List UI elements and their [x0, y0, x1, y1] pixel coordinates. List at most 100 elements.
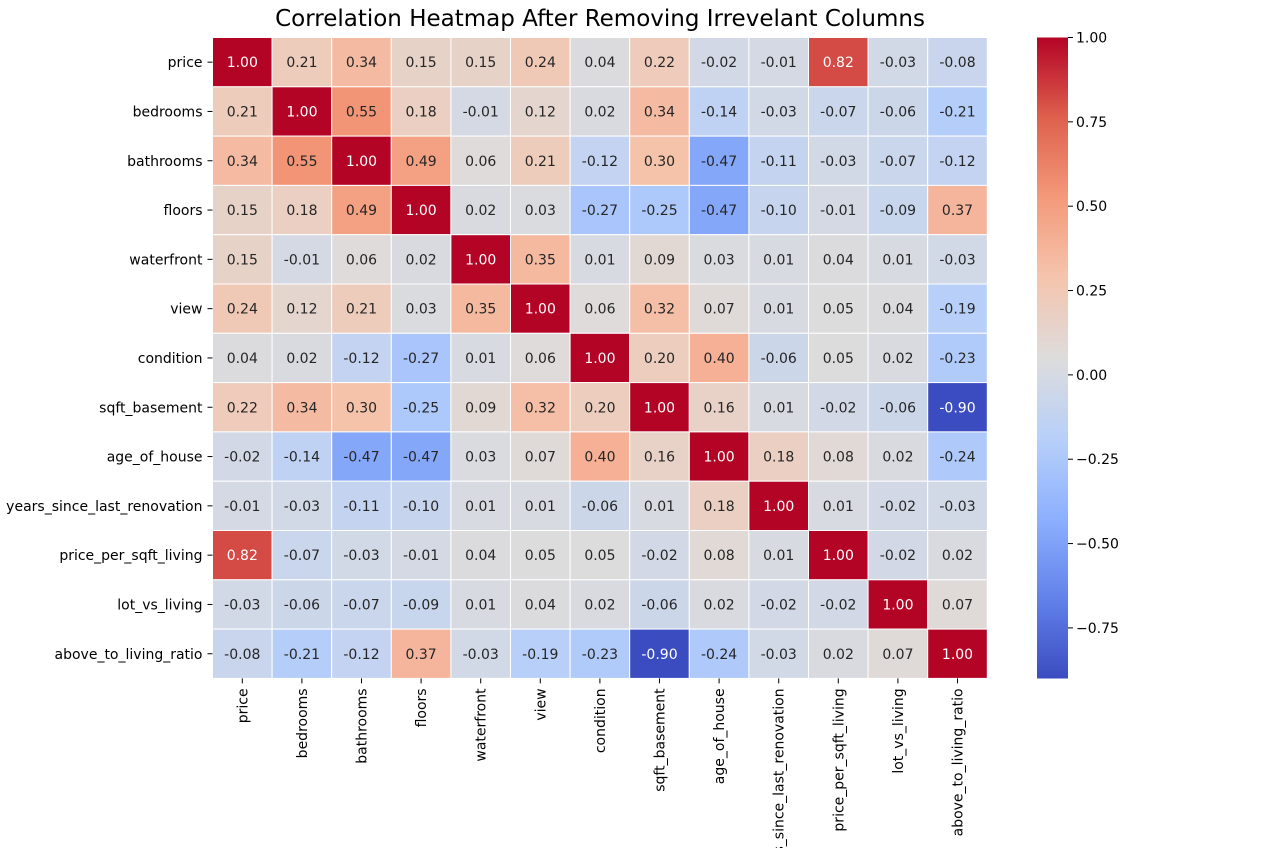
- cell-view-sqft-basement: [629, 283, 690, 334]
- cell-label: 1.00: [286, 104, 317, 120]
- cell-label: -0.12: [582, 154, 618, 170]
- cell-label: 0.01: [882, 252, 913, 268]
- cell-view-above-to-living-ratio: [927, 283, 988, 334]
- cell-label: -0.09: [403, 597, 439, 613]
- cell-label: -0.12: [343, 351, 379, 367]
- y-tick-label: age_of_house: [107, 450, 203, 466]
- cell-label: 0.30: [346, 400, 377, 416]
- cell-label: 0.18: [286, 203, 317, 219]
- y-tick-label: waterfront: [129, 252, 203, 268]
- cell-label: -0.02: [761, 597, 797, 613]
- cell-above-to-living-ratio-price-per-sqft-living: [808, 628, 869, 679]
- cell-label: 0.02: [882, 450, 913, 466]
- cell-label: 1.00: [584, 351, 615, 367]
- cell-label: 0.09: [465, 400, 496, 416]
- cell-lot-vs-living-condition: [569, 579, 631, 630]
- cell-label: -0.06: [880, 400, 916, 416]
- cell-label: -0.03: [284, 499, 320, 515]
- cell-bedrooms-floors: [390, 86, 452, 137]
- y-tick-label: years_since_last_renovation: [6, 499, 202, 515]
- cell-label: 0.18: [763, 450, 794, 466]
- cell-sqft-basement-condition: [569, 382, 631, 433]
- cell-price-above-to-living-ratio: [927, 37, 988, 88]
- y-tick-label: price_per_sqft_living: [59, 548, 202, 564]
- cell-age-of-house-floors: [390, 431, 452, 482]
- cell-label: -0.08: [224, 647, 260, 663]
- cell-sqft-basement-age-of-house: [688, 382, 750, 433]
- x-tick-label: waterfront: [474, 688, 490, 762]
- cell-label: -0.03: [939, 252, 975, 268]
- cell-label: 0.22: [227, 400, 258, 416]
- cell-label: 0.21: [286, 55, 317, 71]
- cell-label: 0.34: [346, 55, 377, 71]
- cell-floors-bedrooms: [271, 184, 333, 236]
- cell-label: 0.06: [525, 351, 556, 367]
- cell-view-condition: [569, 283, 631, 334]
- cell-label: 1.00: [644, 400, 675, 416]
- cell-label: 0.07: [882, 647, 913, 663]
- cell-label: -0.25: [403, 400, 439, 416]
- cell-label: 0.02: [465, 203, 496, 219]
- cell-age-of-house-sqft-basement: [629, 431, 690, 482]
- cell-label: -0.21: [939, 104, 975, 120]
- cell-label: -0.03: [343, 548, 379, 564]
- cell-years-since-last-renovation-above-to-living-ratio: [927, 480, 988, 532]
- cell-label: -0.01: [761, 55, 797, 71]
- cell-age-of-house-waterfront: [450, 431, 511, 482]
- cell-label: 1.00: [227, 55, 258, 71]
- cell-label: -0.11: [761, 154, 797, 170]
- cell-condition-bedrooms: [271, 332, 333, 384]
- cell-label: -0.23: [939, 351, 975, 367]
- y-tick-label: view: [170, 302, 202, 318]
- cell-floors-years-since-last-renovation: [748, 184, 810, 236]
- cell-label: -0.06: [880, 104, 916, 120]
- cell-label: 0.34: [644, 104, 675, 120]
- cell-age-of-house-years-since-last-renovation: [748, 431, 810, 482]
- cell-label: -0.19: [939, 302, 975, 318]
- x-tick-label: lot_vs_living: [891, 688, 907, 773]
- cell-bedrooms-view: [510, 86, 571, 137]
- cell-label: 0.55: [286, 154, 317, 170]
- cell-age-of-house-condition: [569, 431, 631, 482]
- cell-condition-age-of-house: [688, 332, 750, 384]
- cell-label: 0.07: [942, 597, 973, 613]
- cell-above-to-living-ratio-waterfront: [450, 628, 511, 679]
- cell-floors-condition: [569, 184, 631, 236]
- cell-label: -0.12: [939, 154, 975, 170]
- cell-label: 0.21: [227, 104, 258, 120]
- cell-label: -0.02: [880, 548, 916, 564]
- heatmap-cells: [212, 37, 988, 679]
- cell-annotations: 1.00 0.21 0.34 0.15 0.15 0.24 0.04 0.22 -0.02 -0.…: [224, 55, 976, 663]
- cell-label: 0.09: [644, 252, 675, 268]
- cell-label: 0.20: [644, 351, 675, 367]
- cell-label: 0.24: [227, 302, 258, 318]
- cell-label: 0.02: [286, 351, 317, 367]
- cell-label: 0.18: [406, 104, 437, 120]
- cell-label: 0.49: [346, 203, 377, 219]
- cell-label: 0.12: [286, 302, 317, 318]
- cell-label: 0.82: [227, 548, 258, 564]
- cell-years-since-last-renovation-years-since-last-renovation: [748, 480, 810, 532]
- cell-label: 0.02: [882, 351, 913, 367]
- cell-label: 1.00: [704, 450, 735, 466]
- cell-age-of-house-above-to-living-ratio: [927, 431, 988, 482]
- x-axis: price bedrooms bathrooms floors waterfront vi…: [235, 678, 967, 848]
- cell-sqft-basement-years-since-last-renovation: [748, 382, 810, 433]
- cell-label: -0.47: [403, 450, 439, 466]
- y-tick-label: condition: [138, 351, 203, 367]
- cell-condition-above-to-living-ratio: [927, 332, 988, 384]
- cell-waterfront-view: [510, 234, 571, 285]
- cell-lot-vs-living-sqft-basement: [629, 579, 690, 630]
- cell-lot-vs-living-price-per-sqft-living: [808, 579, 869, 630]
- cell-lot-vs-living-years-since-last-renovation: [748, 579, 810, 630]
- cell-label: 0.02: [584, 104, 615, 120]
- colorbar-tick-label: 0.00: [1076, 368, 1107, 384]
- colorbar-tick-label: 1.00: [1076, 31, 1107, 47]
- cell-label: 0.03: [525, 203, 556, 219]
- cell-label: 0.15: [406, 55, 437, 71]
- cell-label: 0.21: [525, 154, 556, 170]
- cell-label: -0.02: [224, 450, 260, 466]
- cell-label: -0.01: [820, 203, 856, 219]
- cell-years-since-last-renovation-price-per-sqft-living: [808, 480, 869, 532]
